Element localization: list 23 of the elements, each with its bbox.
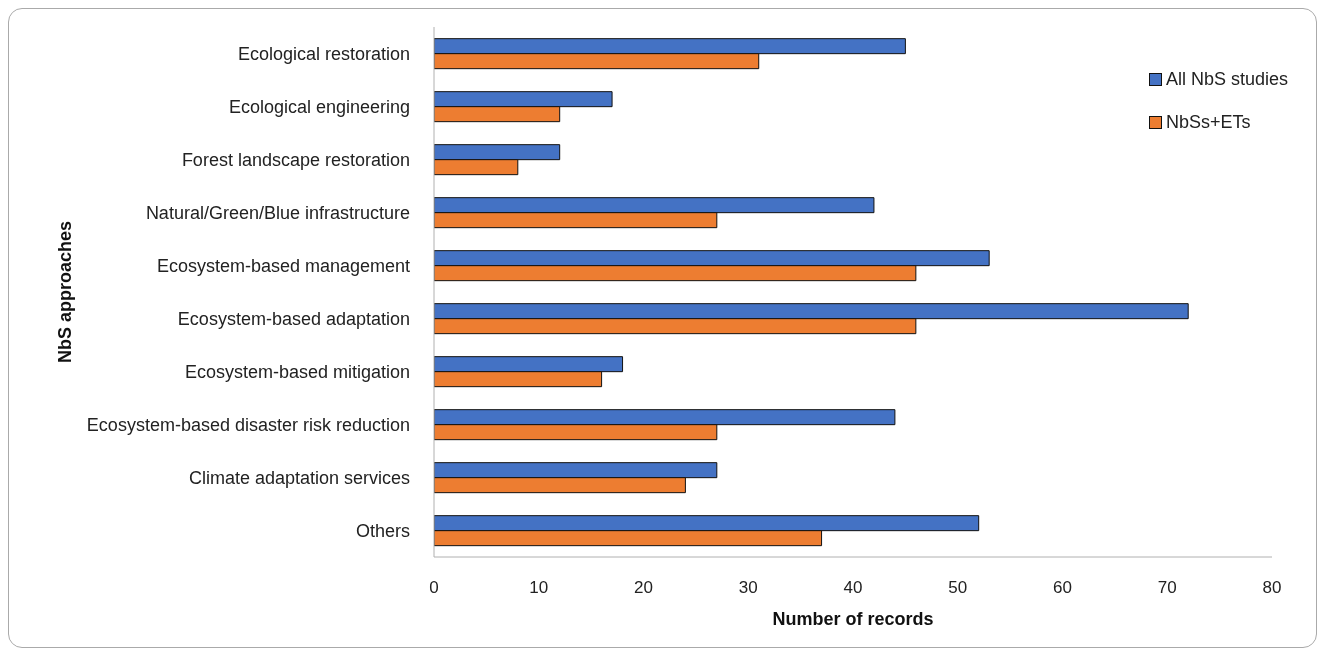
y-axis-title: NbS approaches bbox=[55, 220, 76, 364]
x-tick-label: 40 bbox=[843, 578, 863, 598]
y-tick-label: Forest landscape restoration bbox=[181, 149, 410, 170]
x-axis-title: Number of records bbox=[772, 609, 934, 629]
y-tick-label: Ecological restoration bbox=[237, 43, 410, 64]
y-tick-label: Ecosystem-based mitigation bbox=[184, 361, 410, 382]
y-tick-label: Ecosystem-based disaster risk reduction bbox=[86, 414, 410, 435]
x-tick-label: 50 bbox=[948, 578, 968, 598]
x-tick-label: 0 bbox=[429, 578, 439, 598]
y-tick-label: Ecosystem-based management bbox=[156, 255, 410, 276]
x-tick-label: 60 bbox=[1053, 578, 1072, 598]
x-tick-label: 30 bbox=[738, 578, 758, 598]
x-tick-label: 70 bbox=[1157, 578, 1177, 598]
y-tick-label: Natural/Green/Blue infrastructure bbox=[145, 202, 410, 223]
x-tick-label: 20 bbox=[634, 578, 653, 598]
x-tick-label: 10 bbox=[529, 578, 549, 598]
y-tick-label: Others bbox=[355, 520, 410, 541]
y-tick-label: Ecological engineering bbox=[228, 96, 410, 117]
legend-label: NbSs+ETs bbox=[1165, 112, 1251, 133]
x-tick-label: 80 bbox=[1262, 578, 1282, 598]
legend-label: All NbS studies bbox=[1165, 69, 1288, 90]
y-tick-label: Climate adaptation services bbox=[188, 467, 410, 488]
y-tick-label: Ecosystem-based adaptation bbox=[177, 308, 410, 329]
